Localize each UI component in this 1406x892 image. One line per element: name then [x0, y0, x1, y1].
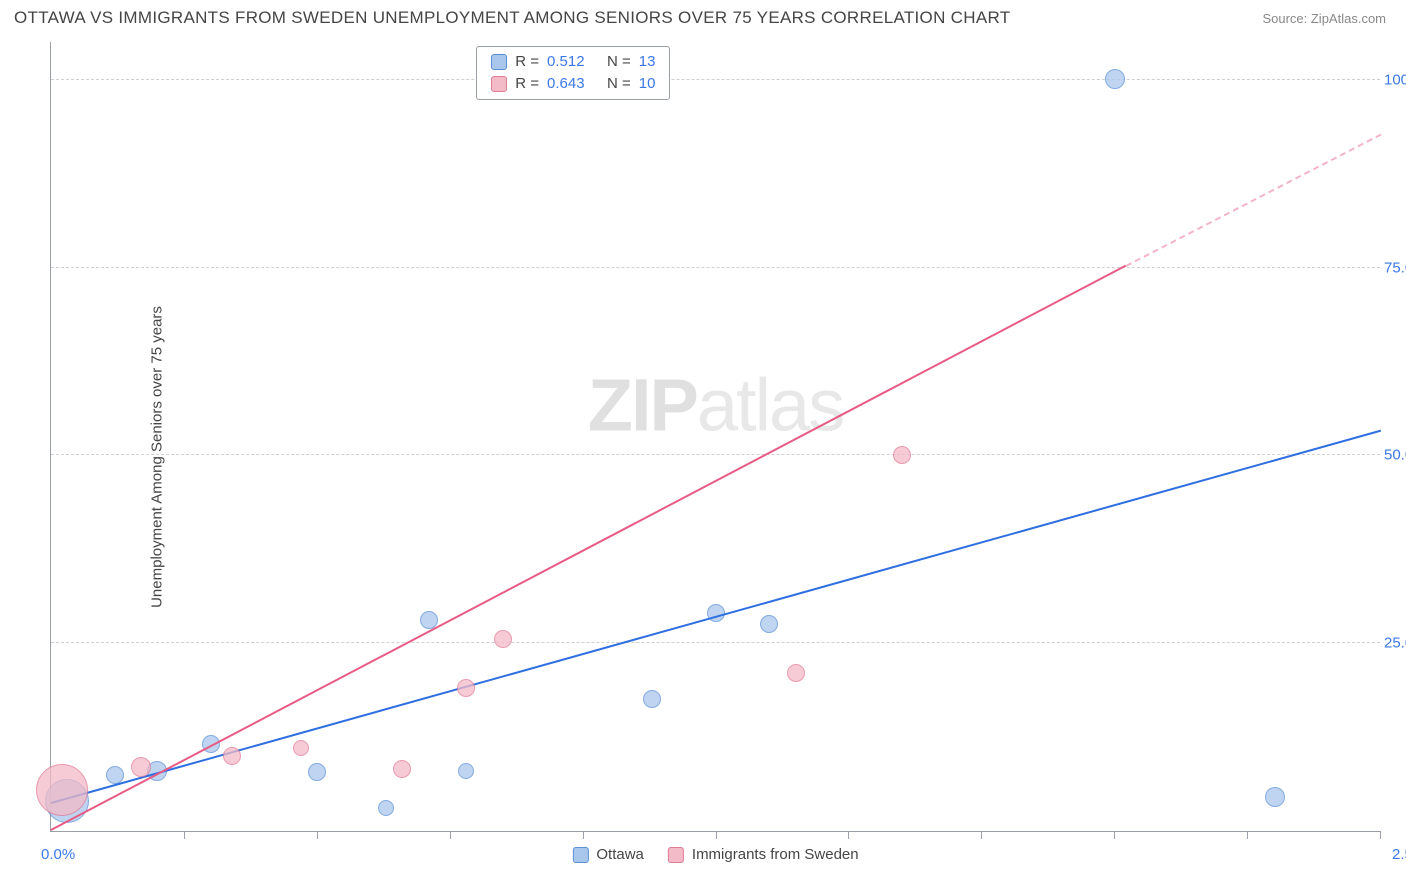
x-tick: [583, 831, 584, 839]
gridline: [51, 642, 1380, 643]
n-value: 13: [639, 51, 656, 73]
stats-legend: R = 0.512 N = 13 R = 0.643 N = 10: [476, 46, 670, 100]
data-point: [760, 615, 778, 633]
series-swatch: [491, 76, 507, 92]
chart-title: OTTAWA VS IMMIGRANTS FROM SWEDEN UNEMPLO…: [14, 8, 1010, 28]
r-value: 0.512: [547, 51, 599, 73]
data-point: [457, 679, 475, 697]
y-tick-label: 25.0%: [1384, 635, 1406, 652]
trend-line-extrapolated: [1125, 133, 1381, 266]
legend-item: Immigrants from Sweden: [668, 846, 859, 863]
x-tick: [848, 831, 849, 839]
stats-row: R = 0.643 N = 10: [491, 73, 655, 95]
watermark-zip: ZIP: [588, 363, 697, 446]
y-tick-label: 50.0%: [1384, 447, 1406, 464]
legend-item: Ottawa: [572, 846, 644, 863]
chart-source: Source: ZipAtlas.com: [1262, 11, 1386, 26]
n-label: N =: [607, 51, 631, 73]
n-label: N =: [607, 73, 631, 95]
gridline: [51, 454, 1380, 455]
bottom-legend: Ottawa Immigrants from Sweden: [572, 846, 858, 863]
r-label: R =: [515, 73, 539, 95]
series-swatch: [572, 847, 588, 863]
series-swatch: [668, 847, 684, 863]
data-point: [131, 757, 151, 777]
data-point: [36, 764, 88, 816]
n-value: 10: [639, 73, 656, 95]
y-tick-label: 75.0%: [1384, 259, 1406, 276]
data-point: [106, 766, 124, 784]
data-point: [1105, 69, 1125, 89]
x-tick: [450, 831, 451, 839]
r-value: 0.643: [547, 73, 599, 95]
x-tick: [184, 831, 185, 839]
data-point: [893, 446, 911, 464]
x-tick: [317, 831, 318, 839]
legend-label: Ottawa: [596, 846, 644, 863]
r-label: R =: [515, 51, 539, 73]
x-tick: [1247, 831, 1248, 839]
data-point: [393, 760, 411, 778]
data-point: [494, 630, 512, 648]
plot-region: ZIPatlas 25.0%50.0%75.0%100.0%0.0%2.5%R …: [50, 42, 1380, 832]
chart-header: OTTAWA VS IMMIGRANTS FROM SWEDEN UNEMPLO…: [0, 0, 1406, 32]
series-swatch: [491, 54, 507, 70]
y-tick-label: 100.0%: [1384, 71, 1406, 88]
watermark-atlas: atlas: [697, 363, 843, 446]
data-point: [378, 800, 394, 816]
x-tick: [716, 831, 717, 839]
x-tick-label-first: 0.0%: [41, 846, 75, 863]
data-point: [643, 690, 661, 708]
gridline: [51, 79, 1380, 80]
data-point: [787, 664, 805, 682]
x-tick: [981, 831, 982, 839]
data-point: [293, 740, 309, 756]
stats-row: R = 0.512 N = 13: [491, 51, 655, 73]
gridline: [51, 267, 1380, 268]
data-point: [308, 763, 326, 781]
legend-label: Immigrants from Sweden: [692, 846, 859, 863]
x-tick: [1380, 831, 1381, 839]
x-tick-label-last: 2.5%: [1392, 846, 1406, 863]
x-tick: [1114, 831, 1115, 839]
chart-area: Unemployment Among Seniors over 75 years…: [0, 32, 1406, 882]
data-point: [223, 747, 241, 765]
trend-line: [51, 430, 1382, 805]
data-point: [1265, 787, 1285, 807]
data-point: [458, 763, 474, 779]
